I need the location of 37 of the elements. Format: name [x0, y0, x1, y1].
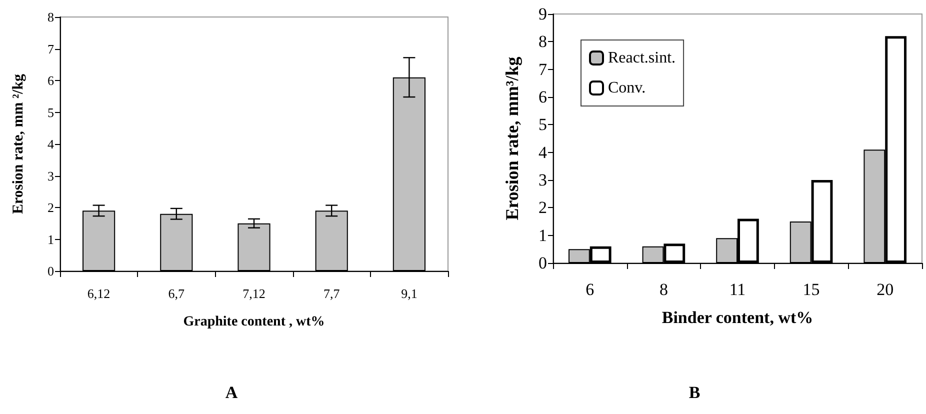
y-tick-label: 5 — [538, 115, 547, 134]
y-axis-title: Erosion rate, mm ²/kg — [10, 73, 26, 214]
legend-label: React.sint. — [608, 50, 676, 66]
y-tick-label: 0 — [48, 264, 54, 278]
y-tick-label: 1 — [538, 226, 547, 245]
x-tick-label: 6 — [586, 280, 594, 299]
y-tick-label: 6 — [48, 73, 54, 88]
text: A — [225, 383, 238, 402]
x-tick-label: 7,7 — [323, 286, 340, 301]
y-tick-label: 9 — [538, 4, 547, 24]
x-tick-label: 6,12 — [87, 286, 110, 301]
y-tick-label: 6 — [538, 88, 547, 106]
y-tick-label: 0 — [538, 254, 547, 272]
y-tick-label: 2 — [538, 198, 547, 218]
x-tick-label: 6,7 — [168, 286, 186, 301]
y-tick-label: 4 — [538, 142, 548, 162]
x-tick-label: 7,12 — [242, 286, 266, 301]
x-axis-title: Graphite content , wt% — [183, 314, 325, 330]
y-tick-label: 2 — [48, 200, 54, 215]
x-tick-label: 8 — [659, 280, 668, 299]
x-tick-label: 9,1 — [401, 286, 418, 301]
y-axis-title: Erosion rate, mm³/kg — [502, 56, 522, 220]
legend-label: Conv. — [608, 80, 646, 96]
y-tick-label: 7 — [538, 60, 548, 79]
y-tick-label: 3 — [538, 170, 547, 190]
x-tick-label: 11 — [729, 280, 746, 299]
y-tick-label: 7 — [48, 41, 54, 56]
y-tick-label: 5 — [48, 104, 54, 120]
y-tick-label: 8 — [48, 10, 54, 24]
x-tick-label: 15 — [802, 280, 820, 299]
y-tick-label: 8 — [538, 32, 547, 52]
x-axis-title: Binder content, wt% — [662, 308, 814, 327]
y-tick-label: 4 — [48, 136, 54, 152]
y-tick-label: 1 — [48, 232, 54, 247]
y-tick-label: 3 — [48, 168, 54, 184]
x-tick-label: 20 — [876, 280, 894, 299]
text: B — [688, 383, 700, 402]
